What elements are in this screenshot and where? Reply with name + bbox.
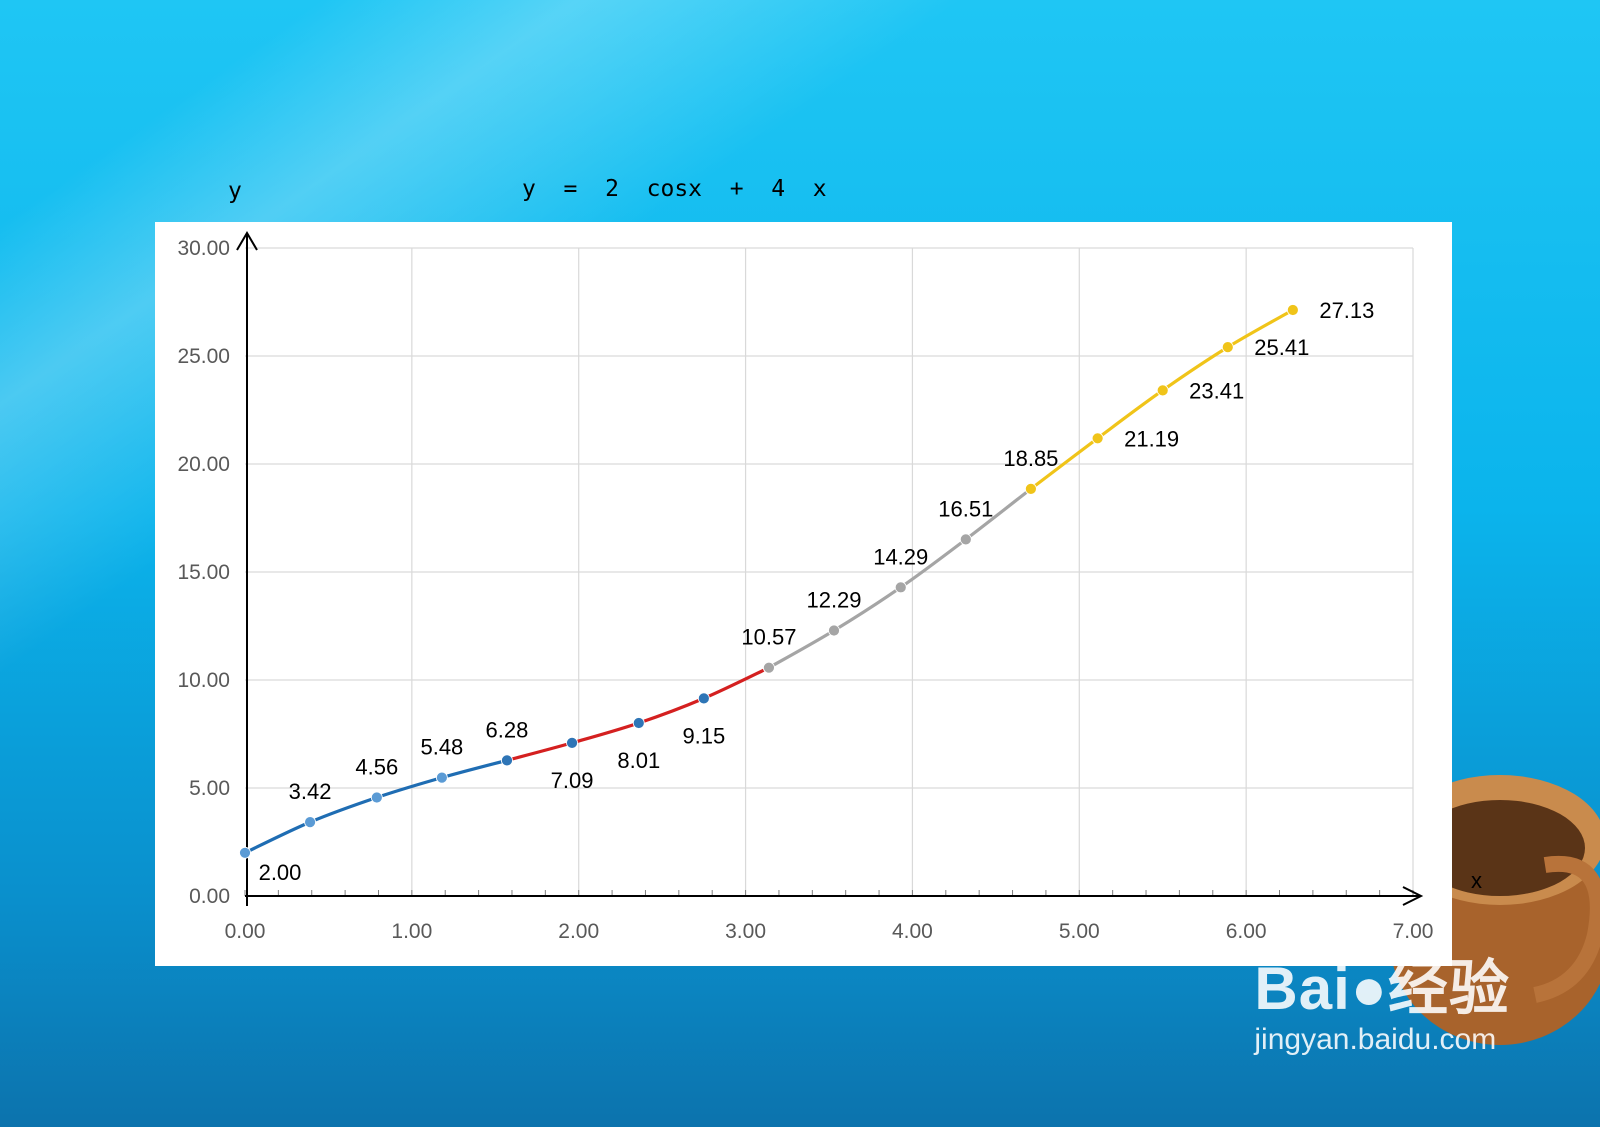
data-point	[304, 816, 316, 829]
data-label: 12.29	[806, 588, 861, 613]
data-label: 3.42	[289, 779, 332, 804]
x-axis-arrow-icon	[1402, 886, 1424, 906]
y-tick-label: 20.00	[177, 453, 230, 476]
watermark: Bai●经验 jingyan.baidu.com	[1254, 940, 1510, 1057]
x-tick-label: 6.00	[1226, 920, 1267, 943]
data-label: 2.00	[259, 860, 302, 885]
x-tick-label: 3.00	[725, 920, 766, 943]
data-label: 7.09	[551, 768, 594, 793]
series-group	[239, 304, 1299, 859]
y-tick-label: 10.00	[177, 669, 230, 692]
y-tick-label: 5.00	[189, 777, 230, 800]
data-point	[435, 771, 448, 784]
x-tick-label: 4.00	[892, 920, 933, 943]
x-tick-label: 0.00	[225, 920, 266, 943]
data-label: 27.13	[1319, 298, 1374, 323]
data-label: 25.41	[1254, 335, 1309, 360]
data-point	[894, 581, 907, 594]
data-point	[1024, 482, 1037, 495]
y-tick-label: 15.00	[177, 561, 230, 584]
data-point	[1156, 384, 1169, 397]
x-tick-label: 7.00	[1393, 920, 1434, 943]
y-axis-arrow-icon	[236, 231, 258, 251]
data-point	[566, 736, 578, 749]
data-point	[239, 846, 251, 859]
data-label: 14.29	[873, 544, 928, 569]
axes	[236, 231, 1424, 906]
data-label: 21.19	[1124, 426, 1179, 451]
data-point	[501, 754, 513, 767]
plot-panel	[155, 222, 1452, 966]
data-label: 4.56	[355, 755, 398, 780]
y-tick-label: 25.00	[177, 345, 230, 368]
x-tick-label: 5.00	[1059, 920, 1100, 943]
data-point	[1091, 432, 1104, 445]
data-point	[1221, 341, 1234, 354]
x-tick-label: 1.00	[391, 920, 432, 943]
data-label: 9.15	[682, 723, 725, 748]
data-point	[632, 717, 645, 729]
data-labels: 2.00 3.42 4.56 5.48 6.28 7.09 8.01 9.15 10.57 12.…	[259, 298, 1375, 885]
data-label: 16.51	[938, 496, 993, 521]
chart-title-formula: y = 2 cosx + 4 x	[522, 176, 827, 202]
x-axis-title: x	[1471, 868, 1482, 893]
y-tick-label: 0.00	[189, 885, 230, 908]
gridlines	[245, 247, 1414, 896]
data-label: 6.28	[486, 717, 529, 742]
data-point	[828, 624, 840, 637]
data-label: 5.48	[420, 735, 463, 760]
data-point	[370, 791, 383, 804]
tick-labels: 0.00 1.00 2.00 3.00 4.00 5.00 6.00 7.00 0.00 5.00…	[177, 237, 1433, 943]
y-axis-title: y	[228, 178, 242, 204]
data-point	[763, 661, 775, 674]
data-point	[1286, 304, 1299, 316]
data-label: 18.85	[1003, 446, 1058, 471]
data-label: 10.57	[741, 625, 796, 650]
data-label: 8.01	[617, 748, 660, 773]
data-label: 23.41	[1189, 378, 1244, 403]
watermark-brand: Bai●经验	[1254, 955, 1510, 1022]
watermark-url: jingyan.baidu.com	[1254, 1023, 1497, 1056]
data-point	[697, 692, 710, 705]
x-tick-label: 2.00	[558, 920, 599, 943]
y-tick-label: 30.00	[177, 237, 230, 260]
data-point	[959, 533, 972, 546]
